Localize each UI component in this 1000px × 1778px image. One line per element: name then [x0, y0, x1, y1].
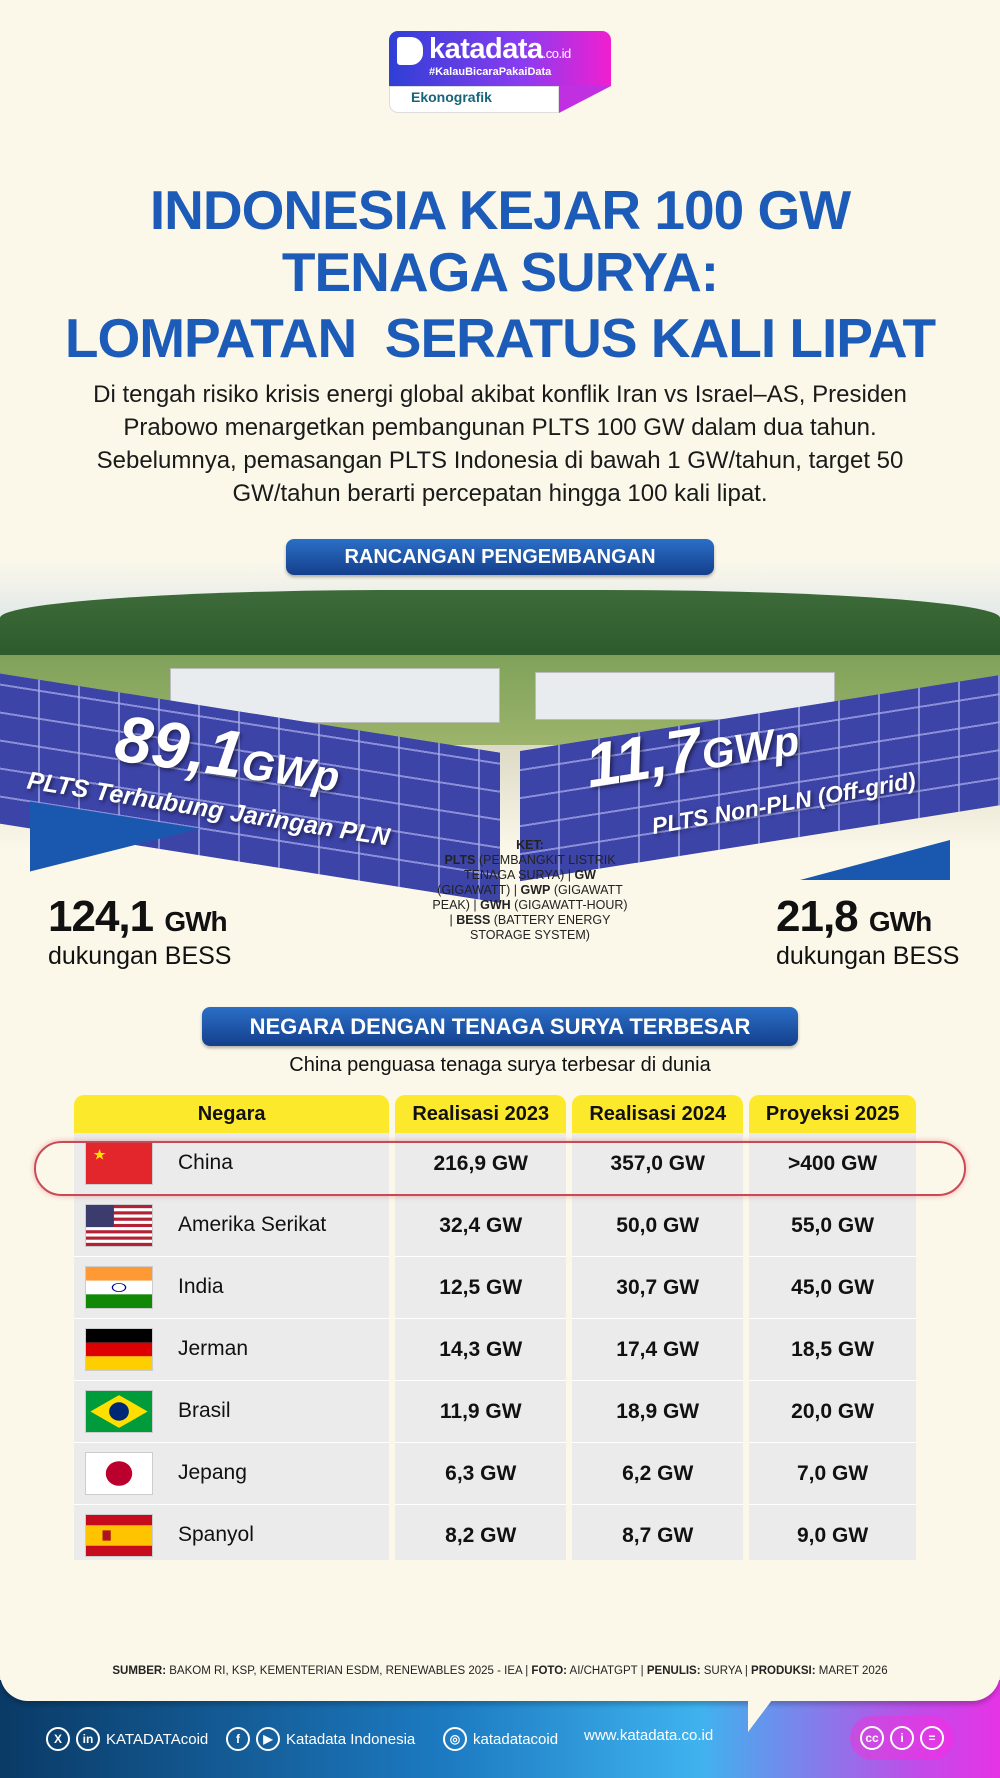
svg-text:★: ★ — [93, 1148, 107, 1163]
realisasi-2024-cell: 18,9 GW — [572, 1381, 744, 1443]
country-cell: Jerman — [74, 1319, 390, 1381]
country-cell: ★ China — [74, 1133, 390, 1195]
realisasi-2023-cell: 8,2 GW — [395, 1505, 567, 1567]
header-2024: Realisasi 2024 — [572, 1095, 744, 1133]
footer-social-3[interactable]: ◎ katadatacoid — [443, 1727, 558, 1751]
country-cell: Amerika Serikat — [74, 1195, 390, 1257]
country-cell: Spanyol — [74, 1505, 390, 1567]
realisasi-2024-cell: 6,2 GW — [572, 1443, 744, 1505]
proyeksi-2025-cell: 45,0 GW — [749, 1257, 916, 1319]
realisasi-2024-cell: 50,0 GW — [572, 1195, 744, 1257]
attribution-icon: i — [890, 1726, 914, 1750]
logo-tagline: #KalauBicaraPakaiData — [429, 66, 552, 78]
linkedin-icon[interactable]: in — [76, 1727, 100, 1751]
flag-us-icon — [86, 1205, 152, 1246]
proyeksi-2025-cell: 7,0 GW — [749, 1443, 916, 1505]
table-row: Spanyol 8,2 GW 8,7 GW 9,0 GW — [74, 1505, 916, 1567]
x-icon[interactable]: X — [46, 1727, 70, 1751]
bubble-tail — [748, 1700, 772, 1732]
realisasi-2023-cell: 14,3 GW — [395, 1319, 567, 1381]
realisasi-2023-cell: 32,4 GW — [395, 1195, 567, 1257]
logo-d-icon — [397, 37, 423, 65]
table-subtitle: China penguasa tenaga surya terbesar di … — [289, 1054, 711, 1076]
legend-note: KET: PLTS (PEMBANGKIT LISTRIK TENAGA SUR… — [432, 838, 628, 942]
solar-farm-photo — [0, 560, 1000, 920]
china-highlight — [34, 1141, 966, 1196]
realisasi-2024-cell: 8,7 GW — [572, 1505, 744, 1567]
proyeksi-2025-cell: >400 GW — [749, 1133, 916, 1195]
country-cell: India — [74, 1257, 390, 1319]
license-badge: cc i = — [850, 1716, 954, 1760]
realisasi-2023-cell: 216,9 GW — [395, 1133, 567, 1195]
logo-name: katadata — [429, 33, 543, 65]
proyeksi-2025-cell: 20,0 GW — [749, 1381, 916, 1443]
realisasi-2024-cell: 17,4 GW — [572, 1319, 744, 1381]
realisasi-2023-cell: 12,5 GW — [395, 1257, 567, 1319]
right-bess-label: dukungan BESS — [776, 942, 960, 970]
instagram-icon[interactable]: ◎ — [443, 1727, 467, 1751]
title-line-2: TENAGA SURYA: — [281, 241, 719, 303]
facebook-icon[interactable]: f — [226, 1727, 250, 1751]
logo-domain: .co.id — [542, 46, 572, 61]
footer-website[interactable]: www.katadata.co.id — [584, 1727, 714, 1744]
table-row: Jerman 14,3 GW 17,4 GW 18,5 GW — [74, 1319, 916, 1381]
country-cell: Jepang — [74, 1443, 390, 1505]
flag-de-icon — [86, 1329, 152, 1370]
source-bubble — [0, 1560, 1000, 1701]
realisasi-2023-cell: 6,3 GW — [395, 1443, 567, 1505]
section-rancangan: RANCANGAN PENGEMBANGAN — [286, 539, 714, 575]
right-bess-value: 21,8 GWh — [776, 892, 932, 941]
header-2023: Realisasi 2023 — [395, 1095, 567, 1133]
header-negara: Negara — [74, 1095, 390, 1133]
proyeksi-2025-cell: 55,0 GW — [749, 1195, 916, 1257]
flag-br-icon — [86, 1391, 152, 1432]
intro-paragraph: Di tengah risiko krisis energi global ak… — [93, 381, 907, 507]
left-bess-value: 124,1 GWh — [48, 892, 228, 941]
header-2025: Proyeksi 2025 — [749, 1095, 916, 1133]
proyeksi-2025-cell: 18,5 GW — [749, 1319, 916, 1381]
table-row: Jepang 6,3 GW 6,2 GW 7,0 GW — [74, 1443, 916, 1505]
table-row: India 12,5 GW 30,7 GW 45,0 GW — [74, 1257, 916, 1319]
youtube-icon[interactable]: ▶ — [256, 1727, 280, 1751]
cc-icon: cc — [860, 1726, 884, 1750]
flag-in-icon — [86, 1267, 152, 1308]
flag-jp-icon — [86, 1453, 152, 1494]
right-accent — [800, 840, 950, 880]
table-row: Amerika Serikat 32,4 GW 50,0 GW 55,0 GW — [74, 1195, 916, 1257]
title-line-1: INDONESIA KEJAR 100 GW — [149, 179, 851, 241]
proyeksi-2025-cell: 9,0 GW — [749, 1505, 916, 1567]
title-line-3: LOMPATAN SERATUS KALI LIPAT — [64, 307, 936, 369]
logo-section: Ekonografik — [411, 89, 492, 105]
flag-cn-icon: ★ — [86, 1143, 152, 1184]
table-row: Brasil 11,9 GW 18,9 GW 20,0 GW — [74, 1381, 916, 1443]
flag-es-icon — [86, 1515, 152, 1556]
section-negara: NEGARA DENGAN TENAGA SURYA TERBESAR — [202, 1007, 798, 1046]
left-bess-label: dukungan BESS — [48, 942, 232, 970]
footer-social-2[interactable]: f ▶ Katadata Indonesia — [226, 1727, 415, 1751]
katadata-logo: katadata.co.id #KalauBicaraPakaiData Eko… — [389, 31, 611, 113]
source-credits: SUMBER: BAKOM RI, KSP, KEMENTERIAN ESDM,… — [112, 1665, 888, 1677]
realisasi-2023-cell: 11,9 GW — [395, 1381, 567, 1443]
realisasi-2024-cell: 30,7 GW — [572, 1257, 744, 1319]
country-cell: Brasil — [74, 1381, 390, 1443]
no-derivatives-icon: = — [920, 1726, 944, 1750]
